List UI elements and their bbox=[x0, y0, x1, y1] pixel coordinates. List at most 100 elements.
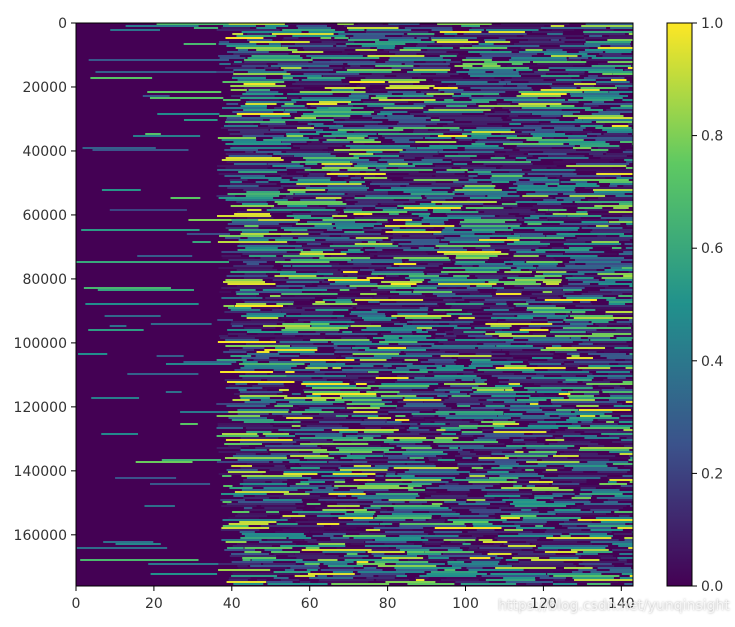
heatmap-cell bbox=[454, 35, 517, 37]
heatmap-cell bbox=[101, 189, 141, 191]
heatmap-cell bbox=[347, 261, 403, 263]
heatmap-cell bbox=[359, 359, 387, 361]
heatmap-cell bbox=[398, 167, 452, 169]
heatmap-cell bbox=[435, 73, 459, 75]
heatmap-cell bbox=[622, 475, 633, 477]
heatmap-cell bbox=[315, 435, 343, 437]
heatmap-cell bbox=[581, 55, 597, 57]
heatmap-cell bbox=[322, 299, 352, 301]
heatmap-cell bbox=[569, 93, 620, 95]
heatmap-cell bbox=[447, 561, 465, 563]
heatmap-cell bbox=[590, 231, 632, 233]
heatmap-cell bbox=[541, 407, 575, 409]
heatmap-cell bbox=[345, 145, 411, 147]
heatmap-cell bbox=[505, 389, 514, 391]
heatmap-cell bbox=[424, 101, 490, 103]
heatmap-cell bbox=[529, 481, 553, 483]
heatmap-cell bbox=[587, 291, 612, 293]
heatmap-cell bbox=[478, 459, 538, 461]
heatmap-cell bbox=[294, 43, 337, 45]
heatmap-cell bbox=[236, 269, 278, 271]
heatmap-cell bbox=[246, 101, 297, 103]
heatmap-cell bbox=[232, 545, 272, 547]
heatmap-cell bbox=[499, 215, 516, 217]
heatmap-cell bbox=[588, 75, 598, 77]
heatmap-cell bbox=[301, 115, 351, 117]
heatmap-cell bbox=[492, 233, 512, 235]
heatmap-cell bbox=[627, 123, 633, 125]
heatmap-cell bbox=[562, 525, 577, 527]
heatmap-cell bbox=[472, 523, 493, 525]
heatmap-cell bbox=[440, 545, 500, 547]
heatmap-cell bbox=[412, 415, 435, 417]
heatmap-cell bbox=[471, 361, 523, 363]
heatmap-cell bbox=[366, 481, 403, 483]
heatmap-cell bbox=[485, 579, 536, 581]
heatmap-cell bbox=[523, 517, 581, 519]
heatmap-cell bbox=[224, 175, 265, 177]
heatmap-cell bbox=[282, 515, 306, 517]
heatmap-cell bbox=[416, 331, 428, 333]
heatmap-cell bbox=[316, 107, 329, 109]
heatmap-cell bbox=[435, 171, 465, 173]
heatmap-cell bbox=[336, 45, 347, 47]
heatmap-cell bbox=[386, 267, 426, 269]
heatmap-cell bbox=[356, 163, 389, 165]
heatmap-cell bbox=[516, 181, 560, 183]
heatmap-cell bbox=[495, 155, 505, 157]
heatmap-cell bbox=[295, 561, 354, 563]
heatmap-cell bbox=[328, 107, 364, 109]
heatmap-cell bbox=[550, 399, 595, 401]
heatmap-cell bbox=[366, 277, 384, 279]
heatmap-cell bbox=[244, 547, 293, 549]
heatmap-cell bbox=[267, 583, 328, 585]
heatmap-cell bbox=[501, 487, 559, 489]
heatmap-cell bbox=[397, 375, 425, 377]
heatmap-cell bbox=[244, 301, 294, 303]
heatmap-cell bbox=[491, 395, 531, 397]
heatmap-cell bbox=[157, 113, 220, 115]
heatmap-cell bbox=[621, 267, 633, 269]
heatmap-cell bbox=[306, 503, 321, 505]
heatmap-cell bbox=[499, 49, 518, 51]
heatmap-cell bbox=[408, 275, 440, 277]
heatmap-cell bbox=[407, 321, 474, 323]
heatmap-cell bbox=[540, 89, 600, 91]
heatmap-cell bbox=[465, 269, 500, 271]
heatmap-cell bbox=[333, 347, 352, 349]
heatmap-cell bbox=[517, 553, 556, 555]
heatmap-cell bbox=[608, 221, 633, 223]
heatmap-cell bbox=[623, 251, 633, 253]
heatmap-cell bbox=[312, 451, 373, 453]
heatmap-cell bbox=[223, 485, 233, 487]
heatmap-cell bbox=[402, 453, 448, 455]
heatmap-cell bbox=[596, 309, 633, 311]
heatmap-cell bbox=[490, 317, 534, 319]
heatmap-cell bbox=[546, 235, 576, 237]
heatmap-cell bbox=[518, 219, 548, 221]
heatmap-cell bbox=[599, 289, 633, 291]
heatmap-cell bbox=[438, 151, 495, 153]
heatmap-cell bbox=[390, 331, 412, 333]
heatmap-cell bbox=[395, 415, 406, 417]
heatmap-cell bbox=[332, 367, 341, 369]
heatmap-cell bbox=[304, 563, 320, 565]
heatmap-cell bbox=[346, 375, 379, 377]
heatmap-cell bbox=[239, 531, 255, 533]
heatmap-cell bbox=[394, 567, 462, 569]
heatmap-cell bbox=[327, 279, 370, 281]
heatmap-cell bbox=[570, 337, 581, 339]
y-tick-label: 120000 bbox=[14, 400, 67, 416]
heatmap-cell bbox=[487, 491, 546, 493]
heatmap-cell bbox=[555, 97, 570, 99]
heatmap-cell bbox=[588, 353, 627, 355]
heatmap-cell bbox=[269, 119, 334, 121]
heatmap-cell bbox=[275, 337, 326, 339]
heatmap-cell bbox=[327, 505, 360, 507]
heatmap-cell bbox=[626, 161, 633, 163]
heatmap-cell bbox=[461, 297, 530, 299]
heatmap-cell bbox=[572, 577, 614, 579]
heatmap-cell bbox=[565, 321, 589, 323]
heatmap-cell bbox=[142, 95, 170, 97]
heatmap-cell bbox=[228, 411, 289, 413]
